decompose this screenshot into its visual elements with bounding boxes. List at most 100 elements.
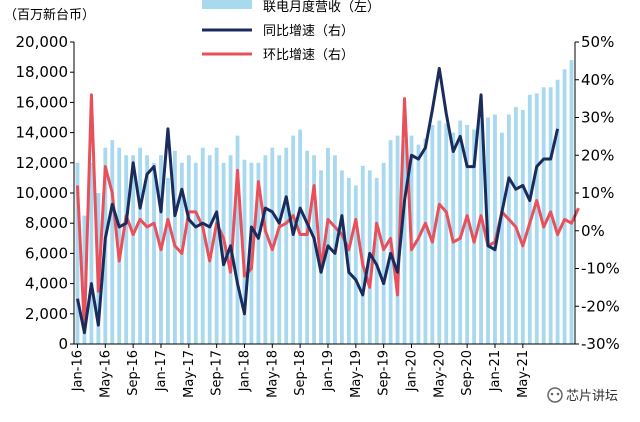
right-tick-label: -20% (581, 297, 620, 315)
right-tick-label: 30% (581, 109, 614, 127)
revenue-bar (444, 123, 449, 344)
legend-label-yoy: 同比增速（右） (263, 24, 354, 39)
x-tick-label: Sep-19 (377, 350, 392, 396)
revenue-bar (263, 155, 268, 344)
revenue-bar (186, 155, 191, 344)
x-tick-label: Jan-19 (321, 350, 336, 392)
revenue-bar (117, 147, 122, 344)
revenue-bar (152, 162, 156, 344)
right-tick-label: 10% (581, 184, 614, 202)
revenue-bar (506, 114, 511, 344)
revenue-bar (214, 147, 219, 344)
x-tick-label: Jan-18 (237, 350, 252, 392)
line-series-group (75, 66, 580, 335)
watermark-icon-dot-2 (556, 392, 560, 396)
revenue-bar (298, 129, 303, 344)
left-tick-label: 0 (58, 335, 68, 353)
x-tick-label: May-17 (182, 350, 197, 398)
revenue-bar (110, 140, 115, 344)
left-tick-label: 2,000 (25, 305, 68, 323)
left-tick-label: 8,000 (25, 214, 68, 232)
x-tick-label: Jan-20 (404, 350, 419, 392)
x-tick-label: May-20 (432, 350, 447, 398)
revenue-bar (235, 135, 240, 344)
yoy-growth-line (76, 66, 560, 335)
left-tick-label: 14,000 (16, 124, 69, 142)
x-tick-label: Sep-16 (126, 350, 141, 396)
legend-label-mom: 环比增速（右） (263, 48, 354, 63)
revenue-bar (312, 155, 316, 344)
right-tick-label: 40% (581, 71, 614, 89)
revenue-bar (242, 159, 247, 344)
revenue-bar (284, 147, 289, 344)
revenue-bar (131, 155, 136, 344)
revenue-bar (305, 150, 310, 344)
revenue-bar (437, 120, 442, 345)
left-tick-label: 18,000 (16, 63, 69, 81)
revenue-bar (458, 120, 463, 345)
watermark-icon (547, 387, 563, 403)
revenue-bar (555, 79, 560, 344)
x-tick-label: Sep-17 (210, 350, 225, 396)
right-tick-label: 20% (581, 146, 614, 164)
legend-swatch-revenue (202, 0, 252, 9)
revenue-bar (569, 60, 574, 345)
x-tick-label: Jan-16 (70, 350, 85, 392)
revenue-bar (200, 147, 205, 344)
x-tick-label: May-18 (265, 350, 280, 398)
x-tick-label: Sep-20 (460, 350, 475, 396)
revenue-bar (562, 69, 567, 345)
revenue-bar (465, 125, 470, 344)
bar-series-revenue (75, 60, 574, 345)
watermark-text: 芯片讲坛 (566, 389, 618, 404)
revenue-bar (89, 162, 94, 344)
revenue-bar (75, 162, 80, 344)
revenue-bar (520, 109, 525, 344)
x-tick-label: Sep-18 (293, 350, 308, 396)
left-axis-ticks: 0 2,000 4,000 6,000 8,000 10,000 12,000 14,000 1… (16, 33, 74, 353)
legend-label-revenue: 联电月度营收（左） (263, 0, 380, 15)
revenue-bar (416, 144, 421, 344)
right-tick-label: 0% (581, 222, 605, 240)
revenue-bar (193, 162, 198, 344)
revenue-bar (534, 93, 539, 344)
revenue-bar (138, 147, 143, 344)
revenue-bar (145, 155, 149, 344)
right-tick-label: 50% (581, 33, 614, 51)
revenue-bar (339, 170, 344, 344)
right-axis-ticks: -30% -20% -10% 0% 10% 20% 30% 40% 50% (575, 33, 620, 353)
revenue-bar (256, 162, 261, 344)
x-axis-ticks: Jan-16 May-16 Sep-16 Jan-17 May-17 Sep-17 Jan-… (70, 344, 531, 398)
revenue-bar (493, 114, 497, 344)
revenue-bar (124, 155, 129, 344)
watermark: 芯片讲坛 (547, 387, 618, 404)
left-tick-label: 16,000 (16, 93, 69, 111)
revenue-bar (402, 140, 407, 344)
revenue-bar (395, 135, 400, 344)
left-axis-unit: （百万新台币） (4, 7, 95, 23)
right-tick-label: -30% (581, 335, 620, 353)
revenue-bar (291, 135, 296, 344)
revenue-bar (166, 177, 170, 344)
revenue-bar (381, 162, 386, 344)
revenue-bar (500, 132, 504, 344)
watermark-icon-dot (550, 392, 554, 396)
left-tick-label: 10,000 (16, 184, 69, 202)
x-tick-label: May-16 (98, 350, 113, 398)
revenue-bar (207, 155, 212, 344)
revenue-bar (423, 138, 428, 344)
left-tick-label: 20,000 (16, 33, 69, 51)
left-tick-label: 12,000 (16, 154, 69, 172)
x-tick-label: May-21 (516, 350, 531, 398)
legend: 联电月度营收（左） 同比增速（右） 环比增速（右） (202, 0, 380, 63)
revenue-bar (479, 120, 483, 345)
right-tick-label: -10% (581, 260, 620, 278)
x-tick-label: May-19 (349, 350, 364, 398)
left-tick-label: 4,000 (25, 275, 68, 293)
left-tick-label: 6,000 (25, 244, 68, 262)
revenue-bar (541, 87, 546, 345)
revenue-bar (277, 155, 282, 344)
x-tick-label: Jan-17 (154, 350, 169, 392)
x-tick-label: Jan-21 (488, 350, 503, 392)
